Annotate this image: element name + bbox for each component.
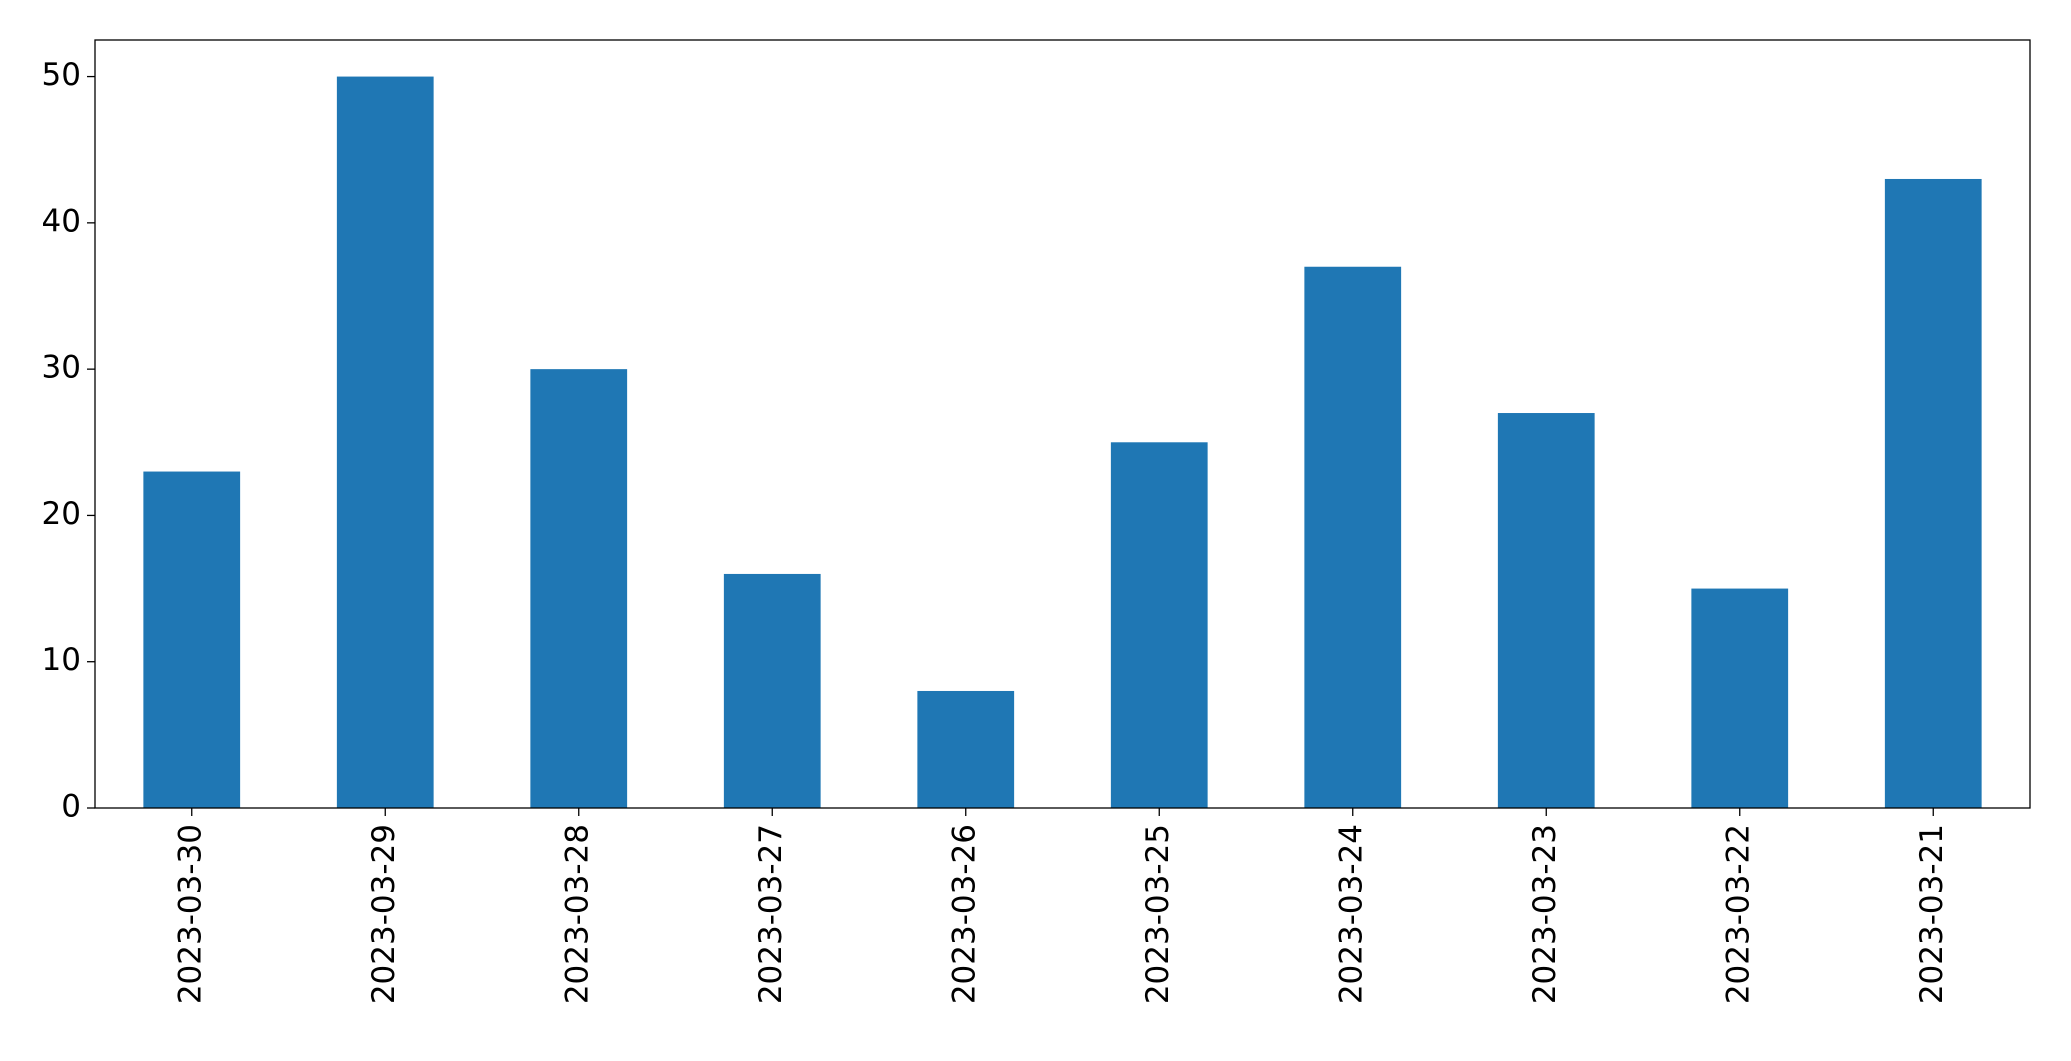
plot-frame	[94, 39, 2031, 809]
bar	[1304, 266, 1402, 808]
x-tick-label: 2023-03-24	[1333, 824, 1369, 1004]
y-tick-label: 30	[42, 350, 81, 386]
bar	[1110, 442, 1208, 808]
x-tick-label: 2023-03-28	[559, 824, 595, 1004]
x-tick-label: 2023-03-29	[366, 824, 402, 1004]
x-tick-label: 2023-03-21	[1914, 824, 1950, 1004]
bar	[1497, 413, 1595, 808]
bar	[1884, 178, 1982, 808]
x-tick-label: 2023-03-27	[753, 824, 789, 1004]
bar	[336, 76, 434, 809]
y-tick-label: 10	[42, 642, 81, 678]
y-tick-label: 40	[42, 203, 81, 239]
x-tick-label: 2023-03-30	[172, 824, 208, 1004]
y-tick-label: 20	[42, 496, 81, 532]
bar	[917, 690, 1015, 808]
y-tick-label: 50	[42, 57, 81, 93]
x-tick-label: 2023-03-22	[1720, 824, 1756, 1004]
x-tick-label: 2023-03-25	[1140, 824, 1176, 1004]
y-tick-label: 0	[61, 789, 81, 825]
bar	[723, 573, 821, 808]
x-tick-label: 2023-03-26	[946, 824, 982, 1004]
bar	[530, 369, 628, 808]
bar	[1691, 588, 1789, 808]
bar	[143, 471, 241, 808]
x-tick-label: 2023-03-23	[1527, 824, 1563, 1004]
